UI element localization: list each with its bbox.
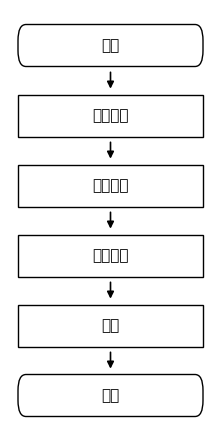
- Text: 管材熔缩: 管材熔缩: [92, 178, 129, 193]
- FancyBboxPatch shape: [18, 304, 203, 347]
- FancyBboxPatch shape: [18, 25, 203, 67]
- Text: 烧实: 烧实: [101, 318, 120, 333]
- FancyBboxPatch shape: [18, 164, 203, 206]
- Text: 结束: 结束: [101, 388, 120, 403]
- Text: 管内沉积: 管内沉积: [92, 108, 129, 123]
- Text: 开始: 开始: [101, 38, 120, 53]
- FancyBboxPatch shape: [18, 94, 203, 137]
- FancyBboxPatch shape: [18, 235, 203, 277]
- Text: 管内腐蚀: 管内腐蚀: [92, 248, 129, 263]
- FancyBboxPatch shape: [18, 374, 203, 416]
